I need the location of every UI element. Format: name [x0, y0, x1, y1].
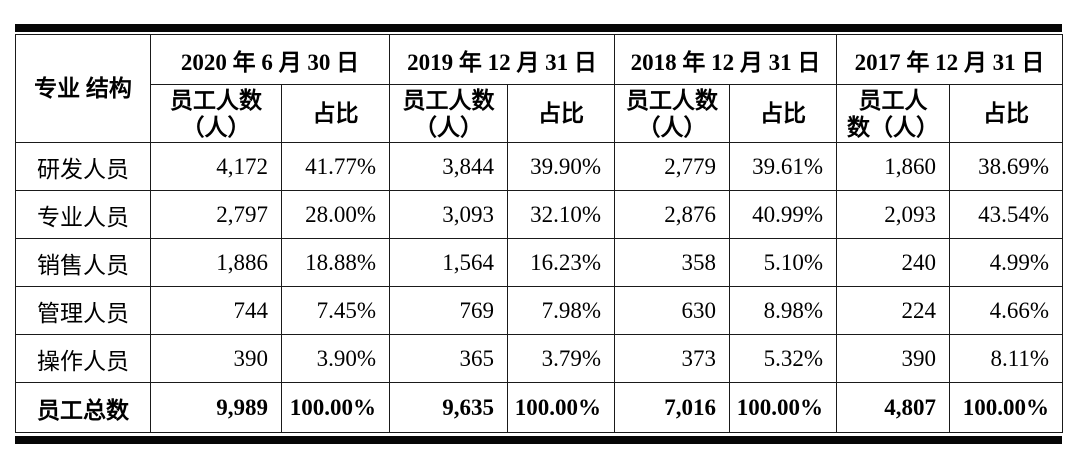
subheader-ratio-2020: 占比: [281, 84, 390, 143]
value-cell: 7.98%: [507, 286, 615, 335]
header-row-subheaders: 员工人数 （人） 占比 员工人数 （人） 占比 员工人数 （人） 占比 员工人 …: [16, 84, 1063, 143]
value-cell: 4.66%: [949, 286, 1063, 335]
value-cell: 390: [150, 334, 282, 383]
value-cell: 3.79%: [507, 334, 615, 383]
row-label: 专业人员: [15, 190, 151, 239]
corner-header: 专业 结构: [15, 34, 151, 143]
value-cell: 2,876: [614, 190, 730, 239]
value-cell: 41.77%: [281, 142, 390, 191]
top-double-rule: [15, 24, 1062, 32]
date-header-2017-12-31: 2017 年 12 月 31 日: [836, 34, 1063, 85]
date-header-2020-06-30: 2020 年 6 月 30 日: [150, 34, 390, 85]
subheader-headcount-2019: 员工人数 （人）: [389, 84, 508, 143]
value-cell: 100.00%: [949, 382, 1063, 433]
value-cell: 39.61%: [729, 142, 837, 191]
value-cell: 3.90%: [281, 334, 390, 383]
value-cell: 769: [389, 286, 508, 335]
subheader-ratio-2019: 占比: [507, 84, 615, 143]
value-cell: 32.10%: [507, 190, 615, 239]
value-cell: 7.45%: [281, 286, 390, 335]
value-cell: 1,860: [836, 142, 950, 191]
row-label: 管理人员: [15, 286, 151, 335]
subheader-ratio-2017: 占比: [949, 84, 1063, 143]
value-cell: 43.54%: [949, 190, 1063, 239]
value-cell: 2,797: [150, 190, 282, 239]
value-cell: 8.98%: [729, 286, 837, 335]
subheader-headcount-2017: 员工人 数（人）: [836, 84, 950, 143]
value-cell: 2,779: [614, 142, 730, 191]
value-cell: 4.99%: [949, 238, 1063, 287]
value-cell: 100.00%: [281, 382, 390, 433]
value-cell: 38.69%: [949, 142, 1063, 191]
table-row-total: 员工总数 9,989 100.00% 9,635 100.00% 7,016 1…: [15, 382, 1063, 433]
value-cell: 7,016: [614, 382, 730, 433]
row-label-total: 员工总数: [15, 382, 151, 433]
bottom-double-rule: [15, 436, 1062, 444]
row-label: 销售人员: [15, 238, 151, 287]
value-cell: 16.23%: [507, 238, 615, 287]
value-cell: 39.90%: [507, 142, 615, 191]
value-cell: 3,844: [389, 142, 508, 191]
subheader-headcount-2018: 员工人数 （人）: [614, 84, 730, 143]
date-header-2018-12-31: 2018 年 12 月 31 日: [614, 34, 837, 85]
value-cell: 358: [614, 238, 730, 287]
value-cell: 9,635: [389, 382, 508, 433]
value-cell: 8.11%: [949, 334, 1063, 383]
value-cell: 100.00%: [507, 382, 615, 433]
value-cell: 100.00%: [729, 382, 837, 433]
value-cell: 18.88%: [281, 238, 390, 287]
table-row-management: 管理人员 744 7.45% 769 7.98% 630 8.98% 224 4…: [15, 286, 1063, 335]
value-cell: 224: [836, 286, 950, 335]
value-cell: 2,093: [836, 190, 950, 239]
value-cell: 28.00%: [281, 190, 390, 239]
table-row-operations: 操作人员 390 3.90% 365 3.79% 373 5.32% 390 8…: [15, 334, 1063, 383]
subheader-ratio-2018: 占比: [729, 84, 837, 143]
value-cell: 373: [614, 334, 730, 383]
value-cell: 4,172: [150, 142, 282, 191]
value-cell: 240: [836, 238, 950, 287]
row-label: 研发人员: [15, 142, 151, 191]
value-cell: 4,807: [836, 382, 950, 433]
table-row-rd: 研发人员 4,172 41.77% 3,844 39.90% 2,779 39.…: [15, 142, 1063, 191]
value-cell: 630: [614, 286, 730, 335]
row-label: 操作人员: [15, 334, 151, 383]
subheader-headcount-2020: 员工人数 （人）: [150, 84, 282, 143]
value-cell: 5.10%: [729, 238, 837, 287]
value-cell: 1,886: [150, 238, 282, 287]
table-row-professional: 专业人员 2,797 28.00% 3,093 32.10% 2,876 40.…: [15, 190, 1063, 239]
date-header-2019-12-31: 2019 年 12 月 31 日: [389, 34, 615, 85]
value-cell: 3,093: [389, 190, 508, 239]
employee-structure-table: 专业 结构 2020 年 6 月 30 日 2019 年 12 月 31 日 2…: [15, 24, 1063, 444]
value-cell: 365: [389, 334, 508, 383]
value-cell: 5.32%: [729, 334, 837, 383]
value-cell: 1,564: [389, 238, 508, 287]
value-cell: 390: [836, 334, 950, 383]
value-cell: 744: [150, 286, 282, 335]
value-cell: 9,989: [150, 382, 282, 433]
data-table: 专业 结构 2020 年 6 月 30 日 2019 年 12 月 31 日 2…: [15, 34, 1063, 433]
value-cell: 40.99%: [729, 190, 837, 239]
table-row-sales: 销售人员 1,886 18.88% 1,564 16.23% 358 5.10%…: [15, 238, 1063, 287]
header-row-dates: 专业 结构 2020 年 6 月 30 日 2019 年 12 月 31 日 2…: [15, 34, 1063, 143]
